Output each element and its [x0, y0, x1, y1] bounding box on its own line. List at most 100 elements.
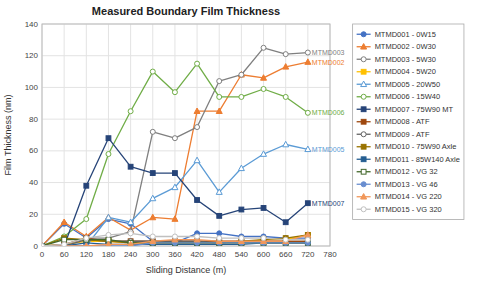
legend-marker: [361, 194, 367, 200]
legend-marker: [361, 132, 366, 137]
point: [106, 232, 111, 237]
series-line: [42, 235, 308, 246]
point: [217, 79, 222, 84]
point: [172, 216, 178, 222]
point: [84, 236, 89, 241]
point: [62, 242, 67, 246]
y-tick-label: 0: [34, 242, 39, 251]
point: [150, 171, 155, 176]
point: [84, 183, 89, 188]
point: [128, 219, 134, 225]
grid: [42, 24, 330, 246]
point: [283, 94, 288, 99]
x-tick-label: 420: [190, 250, 204, 259]
legend-label: MTMD012 - VG 32: [375, 167, 438, 176]
series: [42, 136, 310, 246]
point: [105, 214, 111, 220]
point: [283, 64, 289, 70]
plot-frame: [42, 24, 330, 246]
annotation: MTMD007: [312, 200, 345, 207]
x-axis-label: Sliding Distance (m): [146, 265, 227, 275]
point: [84, 244, 89, 247]
x-tick-label: 480: [213, 250, 227, 259]
series: [42, 141, 311, 246]
point: [42, 244, 44, 246]
series-line: [42, 235, 308, 246]
point: [62, 242, 67, 246]
point: [42, 244, 44, 246]
grid-line-x: [241, 24, 242, 246]
point: [261, 151, 267, 157]
point: [61, 219, 67, 225]
point: [194, 157, 200, 163]
legend-label: MTMD006 - 15W40: [375, 92, 440, 101]
x-tick-label: 60: [60, 250, 69, 259]
point: [42, 243, 45, 246]
grid-line-x: [263, 24, 264, 246]
x-tick-label: 360: [168, 250, 182, 259]
legend-label: MTMD005 - 20W50: [375, 80, 440, 89]
series: [42, 61, 310, 246]
point: [283, 237, 288, 242]
point: [261, 45, 266, 50]
grid-line-x: [219, 24, 220, 246]
point: [106, 152, 111, 157]
point: [62, 237, 67, 242]
x-tick-label: 120: [80, 250, 94, 259]
x-tick-label: 0: [40, 250, 45, 259]
grid-line-y: [42, 214, 330, 215]
point: [172, 234, 177, 239]
point: [42, 244, 44, 246]
point: [62, 242, 67, 246]
annotation: MTMD003: [312, 49, 345, 56]
legend-marker: [361, 144, 366, 149]
point: [305, 110, 310, 115]
grid-line-x: [285, 24, 286, 246]
point: [172, 136, 177, 141]
legend-marker: [361, 157, 366, 162]
legend-marker: [361, 94, 366, 99]
point: [42, 243, 45, 246]
point: [84, 236, 89, 241]
point: [150, 239, 155, 244]
legend-label: MTMD002 - 0W30: [375, 42, 436, 51]
series: [42, 59, 311, 246]
point: [238, 165, 244, 171]
legend-marker: [361, 182, 366, 187]
point: [128, 109, 133, 114]
point: [84, 217, 89, 222]
point: [305, 233, 310, 238]
point: [239, 72, 244, 77]
point: [150, 239, 155, 244]
point: [150, 239, 155, 244]
point: [305, 237, 310, 242]
plot-background: [42, 24, 330, 246]
point: [42, 244, 45, 247]
legend-label: MTMD001 - 0W15: [375, 30, 436, 39]
legend-marker: [361, 81, 367, 87]
y-axis-label: Film Thickness (nm): [3, 95, 13, 176]
y-tick-label: 100: [25, 83, 39, 92]
legend-marker: [361, 169, 366, 174]
point: [61, 243, 67, 246]
legend-label: MTMD011 - 85W140 Axle: [375, 155, 460, 164]
series: [42, 217, 310, 246]
y-tick-label: 20: [29, 210, 38, 219]
y-tick-label: 60: [29, 146, 38, 155]
series-line: [42, 233, 308, 246]
point: [42, 244, 45, 247]
series-line: [42, 64, 308, 246]
point: [261, 206, 266, 211]
legend-label: MTMD009 - ATF: [375, 130, 430, 139]
point: [150, 214, 156, 220]
point: [84, 236, 89, 241]
point: [239, 207, 244, 212]
legend-label: MTMD015 - VG 320: [375, 205, 442, 214]
legend-label: MTMD004 - 5W20: [375, 67, 436, 76]
point: [216, 189, 222, 195]
point: [150, 69, 155, 74]
series-line: [42, 145, 308, 246]
point: [195, 125, 200, 130]
point: [42, 244, 44, 246]
point: [217, 213, 222, 218]
